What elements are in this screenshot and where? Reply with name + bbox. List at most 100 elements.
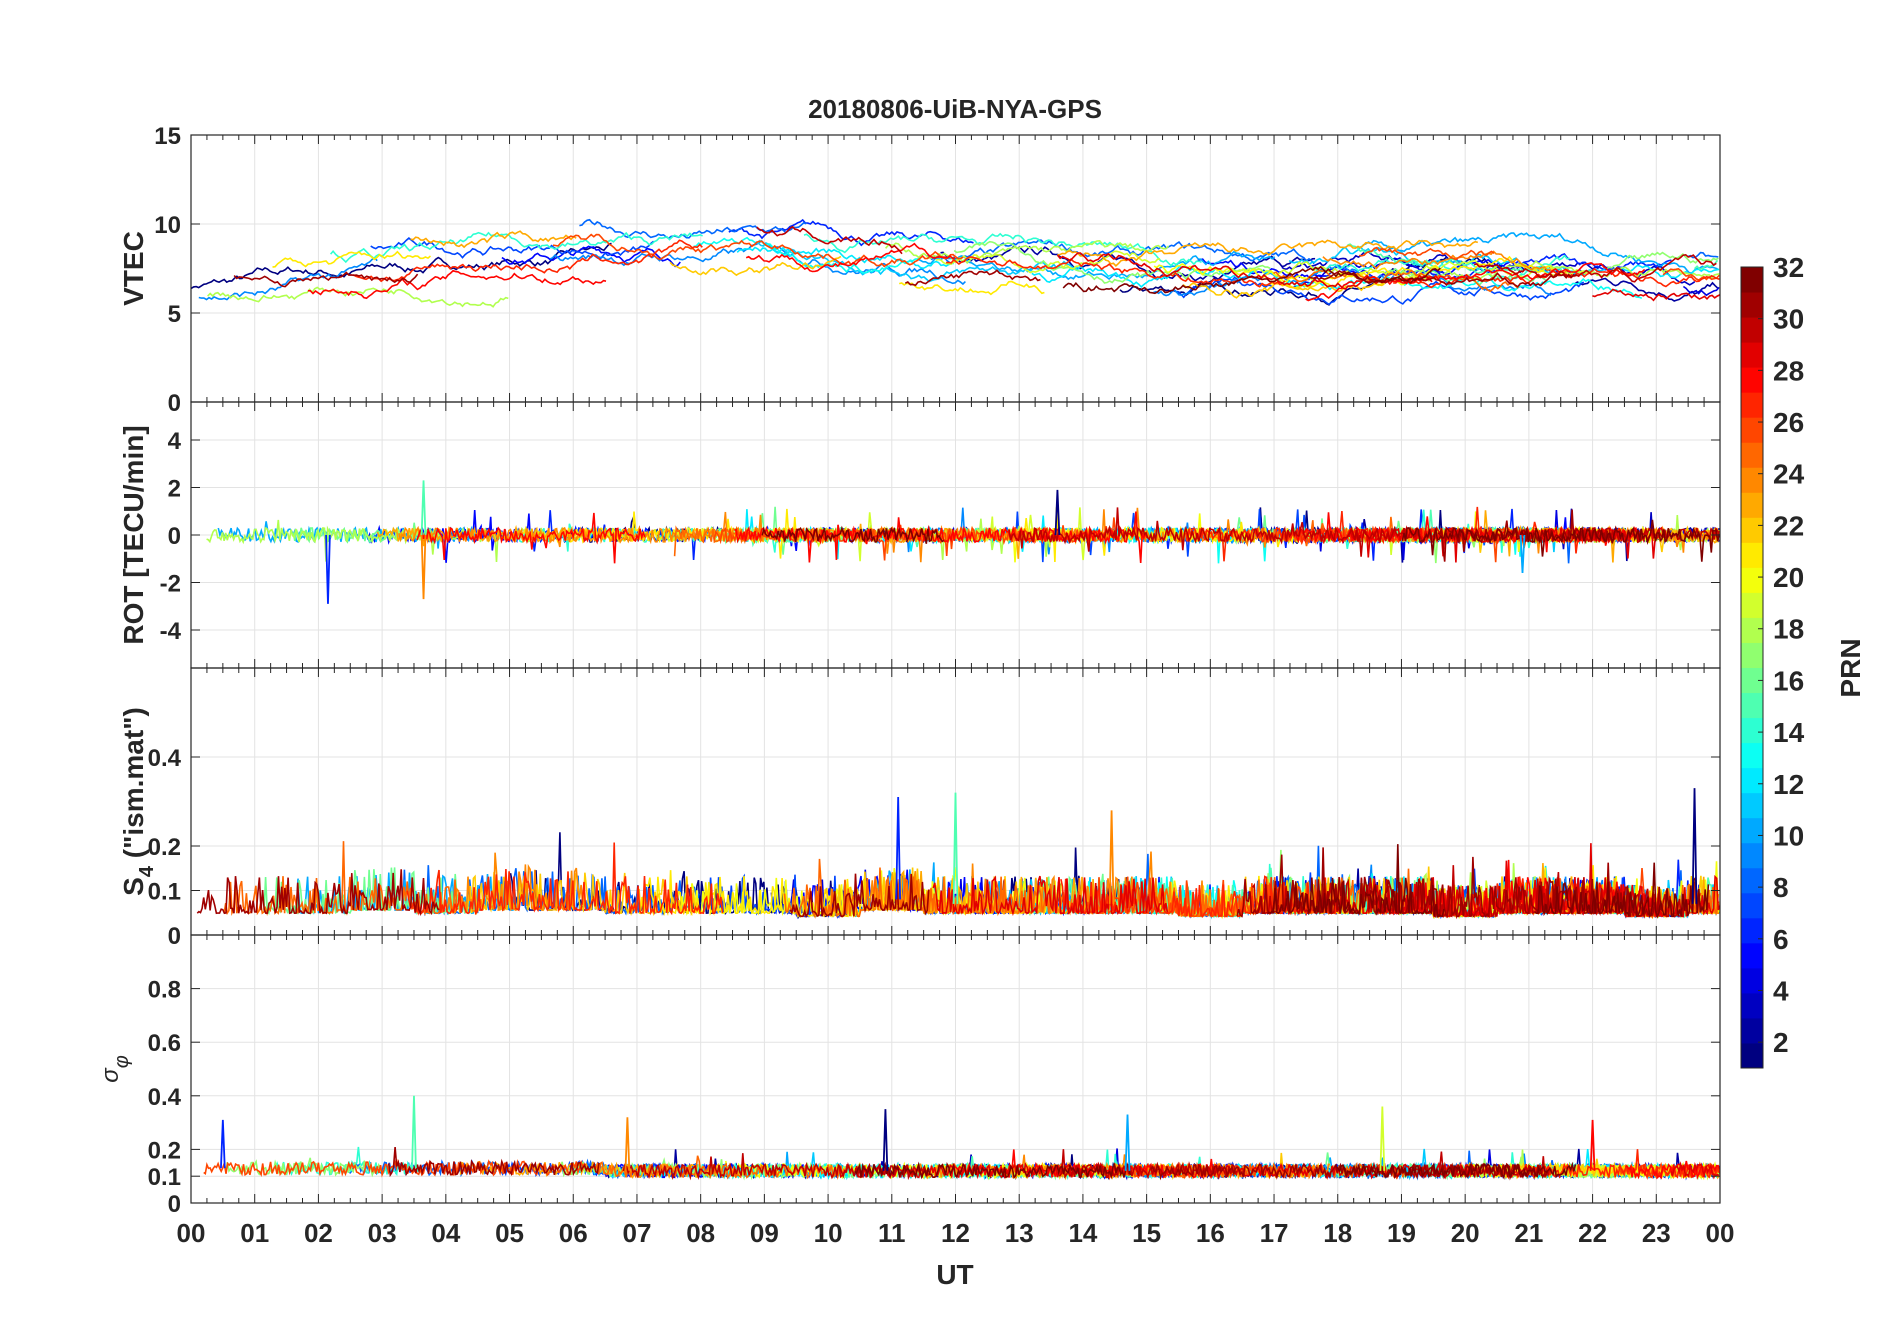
- series-group: [191, 218, 1720, 308]
- series-prn-31: [904, 269, 1041, 287]
- series-prn-5: [501, 245, 681, 268]
- peak-mark: [1054, 489, 1061, 536]
- series-prn-9: [1153, 264, 1552, 297]
- series-prn-18: [207, 286, 509, 308]
- colorbar-tick-label: 26: [1773, 407, 1804, 438]
- peak-mark: [411, 1095, 417, 1169]
- x-tick-label: 23: [1642, 1218, 1671, 1248]
- colorbar-tick-label: 4: [1773, 975, 1789, 1006]
- colorbar-cell: [1741, 592, 1763, 618]
- y-tick-label: 4: [168, 428, 182, 455]
- x-tick-label: 00: [1706, 1218, 1735, 1248]
- colorbar-cell: [1741, 817, 1763, 844]
- colorbar-cell: [1741, 1017, 1763, 1044]
- series-prn-30: [622, 1153, 928, 1181]
- x-tick-label: 19: [1387, 1218, 1416, 1248]
- colorbar-tick-label: 12: [1773, 769, 1804, 800]
- series-prn-26: [552, 233, 964, 268]
- panel-3: 0 0.1 0.2 0.4S4 ("ism.mat"): [118, 667, 1721, 950]
- y-tick-label: 0.6: [148, 1030, 181, 1057]
- colorbar-cell: [1741, 1042, 1763, 1069]
- series-prn-8: [1687, 251, 1719, 259]
- series-prn-22: [669, 255, 842, 277]
- series-prn-21: [899, 280, 1045, 296]
- panel-1: 0 5 10 15 VTEC: [118, 123, 1721, 417]
- series-prn-29: [1056, 252, 1433, 291]
- peak-mark: [882, 1109, 889, 1171]
- peak-mark: [1589, 1119, 1596, 1171]
- series-prn-31: [196, 869, 440, 917]
- series-prn-21: [1259, 255, 1556, 289]
- x-tick-label: 13: [1005, 1218, 1034, 1248]
- series-prn-31: [387, 1147, 600, 1178]
- x-tick-label: 10: [814, 1218, 843, 1248]
- series-prn-26: [1358, 246, 1495, 261]
- series-group: [206, 480, 1720, 604]
- x-tick-label: 12: [941, 1218, 970, 1248]
- y-axis-label: S4 ("ism.mat"): [118, 707, 158, 896]
- series-prn-32: [854, 1161, 1132, 1180]
- series-prn-24: [1322, 250, 1571, 275]
- colorbar-tick-label: 6: [1773, 924, 1789, 955]
- colorbar-tick-label: 8: [1773, 872, 1789, 903]
- series-prn-29: [1592, 288, 1720, 302]
- x-tick-label: 21: [1514, 1218, 1543, 1248]
- panel-2: -4 -2 0 2 4 ROT [TECU/min]: [118, 401, 1721, 669]
- colorbar-tick-label: 32: [1773, 252, 1804, 283]
- y-axis-label: σφ: [97, 1055, 133, 1083]
- colorbar-cell: [1741, 467, 1763, 493]
- x-tick-label: 02: [304, 1218, 333, 1248]
- x-tick-label: 18: [1323, 1218, 1352, 1248]
- colorbar-cell: [1741, 742, 1763, 769]
- peak-mark: [895, 797, 901, 900]
- colorbar-tick-label: 2: [1773, 1027, 1789, 1058]
- colorbar-cell: [1741, 842, 1763, 869]
- series-prn-12: [736, 246, 954, 270]
- colorbar-cell: [1741, 292, 1763, 318]
- colorbar-cell: [1741, 617, 1763, 643]
- x-tick-label: 22: [1578, 1218, 1607, 1248]
- y-tick-label: 5: [168, 301, 181, 328]
- series-prn-29: [932, 875, 1169, 917]
- series-prn-30: [1008, 507, 1437, 557]
- series-prn-22: [1182, 282, 1385, 299]
- colorbar-cell: [1741, 667, 1763, 694]
- x-tick-label: 20: [1451, 1218, 1480, 1248]
- colorbar-cell: [1741, 442, 1763, 468]
- peak-mark: [1519, 534, 1526, 574]
- colorbar-cell: [1741, 492, 1763, 518]
- series-prn-18: [1392, 260, 1720, 282]
- peak-mark: [420, 534, 427, 600]
- colorbar-tick-label: 24: [1773, 459, 1805, 490]
- series-prn-9: [198, 257, 378, 301]
- series-prn-30: [1473, 253, 1717, 283]
- y-tick-label: 0: [168, 923, 181, 950]
- series-prn-32: [1401, 519, 1720, 562]
- series-prn-28: [416, 512, 646, 564]
- series-prn-10: [917, 250, 1276, 281]
- y-tick-label: 0.1: [148, 879, 181, 906]
- y-axis-label: VTEC: [118, 231, 149, 306]
- colorbar-cell: [1741, 967, 1763, 994]
- colorbar-cell: [1741, 792, 1763, 819]
- series-prn-7: [1172, 276, 1585, 306]
- y-tick-label: 10: [154, 212, 181, 239]
- series-prn-21: [1009, 507, 1295, 563]
- x-tick-label: 11: [878, 1218, 906, 1248]
- colorbar-cell: [1741, 717, 1763, 744]
- series-prn-14: [803, 232, 1202, 267]
- series-prn-27: [946, 256, 1286, 288]
- y-tick-label: 0.8: [148, 977, 181, 1004]
- x-tick-label: 16: [1196, 1218, 1225, 1248]
- y-tick-label: 2: [168, 476, 181, 503]
- series-prn-32: [1062, 265, 1441, 295]
- x-tick-label: 09: [750, 1218, 779, 1248]
- x-tick-label: 00: [177, 1218, 206, 1248]
- x-tick-label: 08: [686, 1218, 715, 1248]
- x-tick-label: 07: [622, 1218, 651, 1248]
- colorbar-cell: [1741, 992, 1763, 1019]
- x-tick-label: 14: [1068, 1218, 1097, 1248]
